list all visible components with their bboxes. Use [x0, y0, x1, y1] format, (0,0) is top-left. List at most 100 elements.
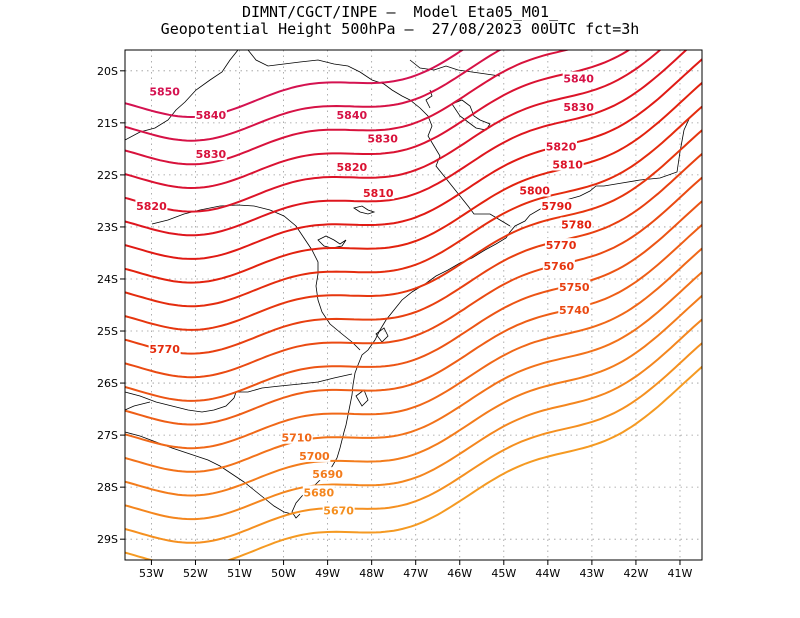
contour-label: 5680	[303, 486, 334, 499]
contour-label: 5690	[312, 468, 343, 481]
state-border	[125, 373, 353, 413]
lon-tick-label: 53W	[139, 567, 164, 580]
contour-label-bg	[545, 139, 578, 153]
contour-5750	[125, 153, 702, 355]
contour-5760	[125, 129, 702, 331]
contour-label: 5830	[367, 132, 398, 145]
lon-tick-label: 44W	[535, 567, 560, 580]
lat-tick-label: 25S	[97, 325, 118, 338]
contour-5690	[125, 295, 702, 497]
lat-tick-label: 22S	[97, 169, 118, 182]
lon-tick-label: 47W	[403, 567, 428, 580]
contour-label: 5820	[337, 161, 368, 174]
contour-label: 5840	[563, 73, 594, 86]
bay-outline	[375, 327, 389, 343]
contour-label: 5840	[196, 109, 227, 122]
contour-5740	[125, 176, 702, 379]
contour-label-bg	[194, 108, 227, 122]
axis-ticks: 53W 52W 51W 50W 49W 48W 47W 46W 45W 44W 43W 42W 41W 2…	[97, 65, 693, 580]
contour-5730	[125, 200, 702, 402]
lon-tick-label: 51W	[227, 567, 252, 580]
contour-label-bg	[560, 217, 593, 231]
map-title: DIMNT/CGCT/INPE – Model Eta05_M01_ Geopo…	[0, 4, 800, 38]
lon-tick-label: 49W	[315, 567, 340, 580]
plot-area	[125, 50, 702, 560]
contour-label: 5700	[299, 450, 330, 463]
contour-label-bg	[562, 71, 595, 85]
lat-tick-label: 29S	[97, 533, 118, 546]
bay-outline	[355, 389, 369, 407]
contour-5830	[125, 50, 571, 166]
contour-5800	[125, 50, 688, 237]
contour-label-bg	[335, 108, 368, 122]
lat-tick-label: 20S	[97, 65, 118, 78]
contour-label-bg	[280, 430, 313, 444]
contour-label: 5740	[559, 304, 590, 317]
contour-5770	[125, 105, 702, 308]
plot-frame	[124, 49, 703, 561]
lat-tick-label: 23S	[97, 221, 118, 234]
contour-label-bg	[551, 157, 584, 171]
lat-tick-label: 28S	[97, 481, 118, 494]
contour-label: 5790	[541, 200, 572, 213]
contour-5840	[125, 50, 502, 142]
lat-tick-label: 21S	[97, 117, 118, 130]
contour-label: 5810	[552, 158, 583, 171]
contour-label-bg	[311, 467, 344, 481]
contour-label: 5760	[544, 260, 575, 273]
contour-5670	[125, 342, 702, 544]
contour-label-bg	[362, 186, 395, 200]
contour-label: 5770	[149, 343, 180, 356]
bay-outline	[353, 205, 376, 215]
contour-label-bg	[194, 147, 227, 161]
contour-5700	[125, 271, 702, 473]
contour-label-bg	[148, 84, 181, 98]
contour-label-bg	[518, 183, 551, 197]
contour-5810	[125, 50, 662, 213]
lat-tick-label: 24S	[97, 273, 118, 286]
lon-tick-label: 48W	[359, 567, 384, 580]
contour-5680	[125, 318, 702, 521]
contour-label: 5850	[149, 86, 180, 99]
contour-label-bg	[148, 342, 181, 356]
contour-5710	[125, 247, 702, 450]
lon-tick-label: 42W	[623, 567, 648, 580]
contour-label-bg	[562, 100, 595, 114]
contour-5790	[125, 58, 702, 260]
state-border	[247, 50, 511, 227]
lat-tick-label: 27S	[97, 429, 118, 442]
state-border	[125, 50, 239, 141]
contour-label-bg	[135, 199, 168, 213]
contour-label-bg	[322, 503, 355, 517]
lon-tick-label: 52W	[183, 567, 208, 580]
contour-label: 5820	[136, 200, 167, 213]
contour-5720	[125, 224, 702, 426]
contour-label-bg	[558, 303, 591, 317]
contour-label: 5750	[559, 281, 590, 294]
bay-outline	[317, 235, 347, 249]
lat-tick-label: 26S	[97, 377, 118, 390]
contour-label: 5800	[519, 185, 550, 198]
contour-label: 5780	[561, 218, 592, 231]
lon-tick-label: 46W	[447, 567, 472, 580]
contour-label-bg	[545, 238, 578, 252]
state-border	[409, 59, 501, 77]
title-line-2: Geopotential Height 500hPa – 27/08/2023 …	[160, 20, 640, 38]
contour-5780	[125, 82, 702, 284]
contour-label: 5830	[196, 148, 227, 161]
contour-labels: 5850 5840 5830 5820 5840 5830 5820 5810 5840 5830…	[135, 71, 595, 518]
lon-tick-label: 43W	[579, 567, 604, 580]
height-contours	[125, 50, 702, 560]
contour-label-bg	[558, 279, 591, 293]
lon-tick-label: 41W	[668, 567, 693, 580]
contour-label-bg	[302, 485, 335, 499]
contour-label-bg	[366, 131, 399, 145]
contour-5820	[125, 50, 631, 190]
contour-label-bg	[335, 160, 368, 174]
river	[125, 401, 151, 411]
contour-label-bg	[542, 258, 575, 272]
contour-label: 5770	[546, 239, 577, 252]
contour-label: 5810	[363, 187, 394, 200]
contour-label: 5670	[323, 505, 354, 518]
